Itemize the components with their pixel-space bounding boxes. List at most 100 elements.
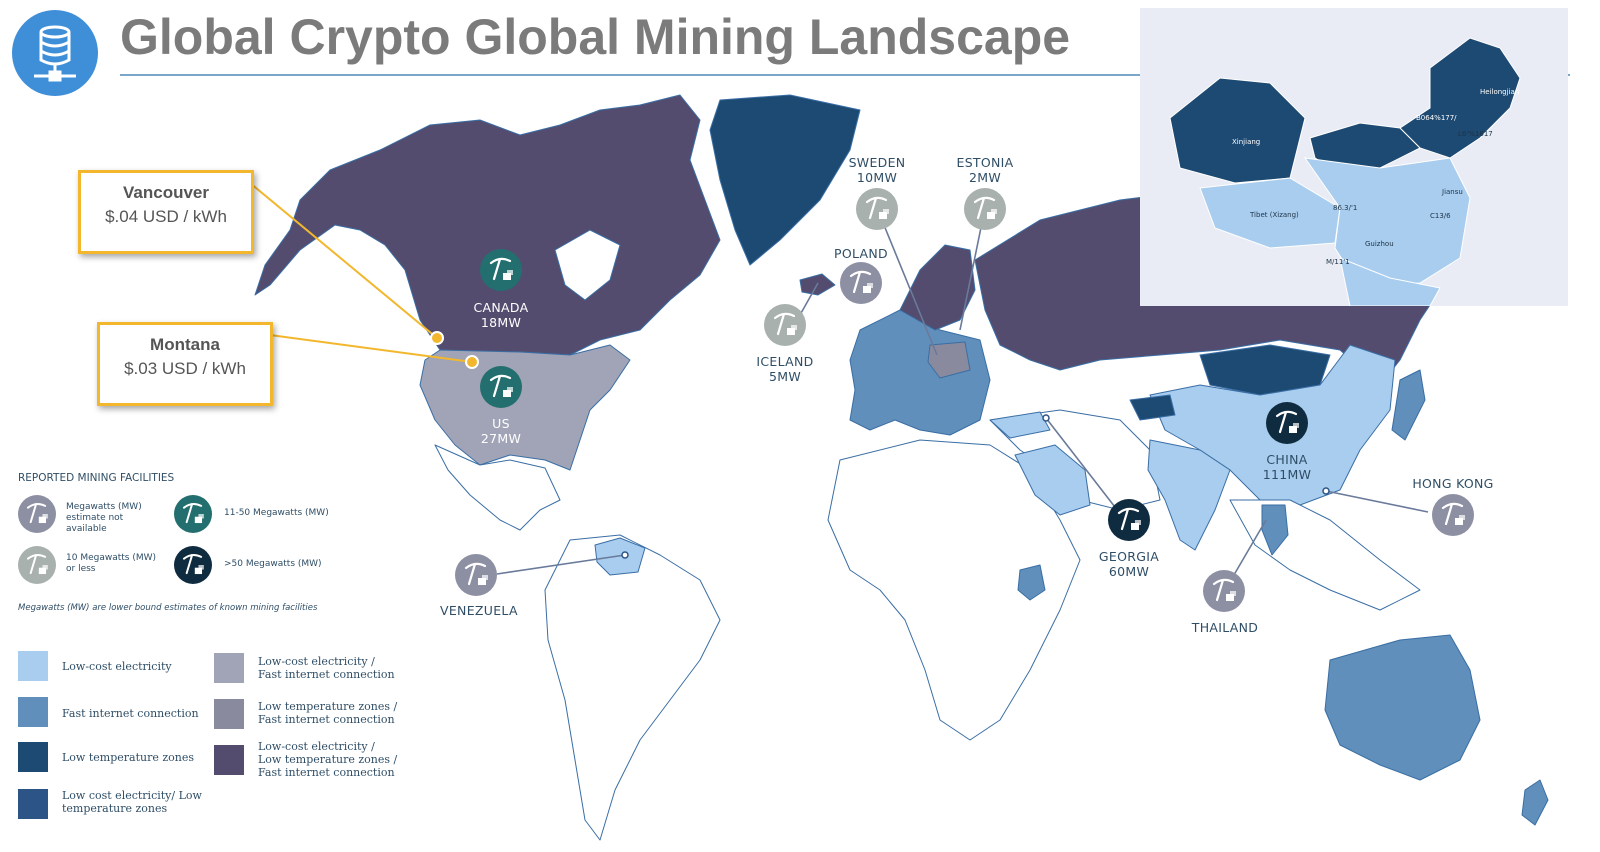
georgia-dot bbox=[1042, 414, 1050, 422]
marker-label-hongkong: HONG KONG bbox=[1410, 476, 1496, 491]
poland-region bbox=[927, 341, 971, 379]
legend-facility-label: Megawatts (MW) estimate not available bbox=[66, 502, 142, 534]
inset-label: C13/6 bbox=[1430, 212, 1451, 220]
legend-category-label: Low temperature zones / Fast internet co… bbox=[258, 700, 398, 726]
pickaxe-icon bbox=[1432, 494, 1474, 536]
legend-swatch bbox=[18, 651, 48, 681]
marker-value: 10MW bbox=[856, 170, 898, 185]
greenland-region bbox=[709, 94, 861, 266]
inset-label: Tibet (Xizang) bbox=[1250, 211, 1299, 219]
pickaxe-icon bbox=[1266, 402, 1308, 444]
hudson-bay bbox=[554, 229, 621, 301]
pickaxe-icon bbox=[764, 304, 806, 346]
legend-note: Megawatts (MW) are lower bound estimates… bbox=[18, 603, 318, 613]
pickaxe-icon bbox=[840, 262, 882, 304]
pickaxe-icon bbox=[1108, 499, 1150, 541]
japan-region bbox=[1391, 369, 1426, 441]
europe-region bbox=[849, 309, 991, 436]
australia-region bbox=[1324, 634, 1481, 781]
legend-swatch bbox=[18, 789, 48, 819]
callout-city: Montana bbox=[150, 335, 220, 354]
inset-label: Xinjiang bbox=[1232, 138, 1261, 146]
kenya-region bbox=[1017, 564, 1046, 601]
inset-label: Jiansu bbox=[1442, 188, 1463, 196]
turkey-region bbox=[989, 411, 1051, 439]
legend-facility-label: >50 Megawatts (MW) bbox=[224, 559, 322, 569]
pickaxe-icon bbox=[455, 554, 497, 596]
mexico-region bbox=[434, 444, 561, 531]
legend-swatch bbox=[214, 653, 244, 683]
marker-name: CANADA bbox=[473, 300, 529, 315]
callout-connectors bbox=[249, 182, 473, 363]
marker-label-estonia: ESTONIA 2MW bbox=[954, 155, 1016, 185]
kyrgyz-region bbox=[1129, 394, 1176, 421]
callout-city: Vancouver bbox=[123, 183, 209, 202]
us-region bbox=[419, 344, 631, 471]
inset-tibet bbox=[1199, 177, 1341, 249]
logo bbox=[12, 10, 98, 96]
marker-name: GEORGIA bbox=[1098, 549, 1160, 564]
pickaxe-icon bbox=[856, 188, 898, 230]
china-inset-map: Heilongjian Xinjiang B064%177/ L6'%1617 … bbox=[1140, 8, 1568, 306]
marker-name: US bbox=[492, 416, 510, 431]
callout-price: $.04 USD / kWh bbox=[105, 207, 227, 226]
pickaxe-icon bbox=[964, 188, 1006, 230]
inset-label: 86.3/'1 bbox=[1333, 204, 1358, 212]
marker-label-canada: CANADA 18MW bbox=[470, 300, 532, 330]
pickaxe-icon bbox=[174, 495, 212, 533]
vancouver-dot bbox=[430, 331, 444, 345]
china-inset-svg bbox=[1169, 37, 1521, 306]
marker-value: 27MW bbox=[480, 431, 522, 446]
india-region bbox=[1147, 439, 1231, 551]
marker-name: HONG KONG bbox=[1412, 476, 1494, 491]
marker-name: ESTONIA bbox=[956, 155, 1014, 170]
marker-value: 111MW bbox=[1262, 467, 1312, 482]
inset-northeast bbox=[1399, 37, 1521, 159]
legend-panel bbox=[0, 446, 425, 852]
marker-value: 5MW bbox=[769, 369, 801, 384]
marker-name: SWEDEN bbox=[848, 155, 906, 170]
saudi-region bbox=[1014, 444, 1091, 516]
pickaxe-icon bbox=[18, 546, 56, 584]
inset-central bbox=[1303, 157, 1471, 289]
marker-value: 18MW bbox=[480, 315, 522, 330]
marker-name: THAILAND bbox=[1191, 620, 1259, 635]
marker-name: CHINA bbox=[1266, 452, 1308, 467]
callout-montana: Montana $.03 USD / kWh bbox=[97, 322, 273, 406]
database-network-icon bbox=[34, 25, 76, 82]
legend-swatch bbox=[18, 697, 48, 727]
marker-name: VENEZUELA bbox=[440, 603, 518, 618]
legend-swatch bbox=[214, 745, 244, 775]
legend-category-label: Low cost electricity/ Low temperature zo… bbox=[62, 789, 202, 815]
inset-label: M/11'1 bbox=[1326, 258, 1350, 266]
marker-label-china: CHINA 111MW bbox=[1256, 452, 1318, 482]
callout-vancouver: Vancouver $.04 USD / kWh bbox=[78, 170, 254, 254]
legend-facility-label: 10 Megawatts (MW) or less bbox=[66, 553, 157, 574]
legend-swatch bbox=[18, 742, 48, 772]
marker-value: 60MW bbox=[1108, 564, 1150, 579]
south-america-region bbox=[544, 534, 721, 841]
legend-swatch bbox=[214, 699, 244, 729]
venezuela-dot bbox=[621, 551, 629, 559]
pickaxe-icon bbox=[1203, 570, 1245, 612]
inset-label: L6'%1617 bbox=[1458, 130, 1493, 138]
legend-category-label: Low-cost electricity / Low temperature z… bbox=[258, 740, 398, 779]
title-underline bbox=[120, 74, 1570, 76]
canada-alaska-region bbox=[254, 94, 721, 356]
africa-region bbox=[827, 439, 1081, 741]
legend-facility-label: 11-50 Megawatts (MW) bbox=[224, 508, 329, 518]
pickaxe-icon bbox=[18, 495, 56, 533]
inset-south bbox=[1339, 257, 1441, 306]
legend-category-label: Low-cost electricity bbox=[62, 660, 172, 673]
marker-label-georgia: GEORGIA 60MW bbox=[1098, 549, 1160, 579]
legend-category-label: Fast internet connection bbox=[62, 707, 199, 720]
marker-value: 2MW bbox=[969, 170, 1001, 185]
marker-label-poland: POLAND bbox=[830, 246, 892, 261]
pickaxe-icon bbox=[480, 249, 522, 291]
legend-heading: REPORTED MINING FACILITIES bbox=[18, 472, 175, 484]
montana-dot bbox=[465, 355, 479, 369]
legend-category-label: Low temperature zones bbox=[62, 751, 194, 764]
legend-category-label: Low-cost electricity / Fast internet con… bbox=[258, 655, 395, 681]
southeast-asia-region bbox=[1229, 499, 1421, 611]
